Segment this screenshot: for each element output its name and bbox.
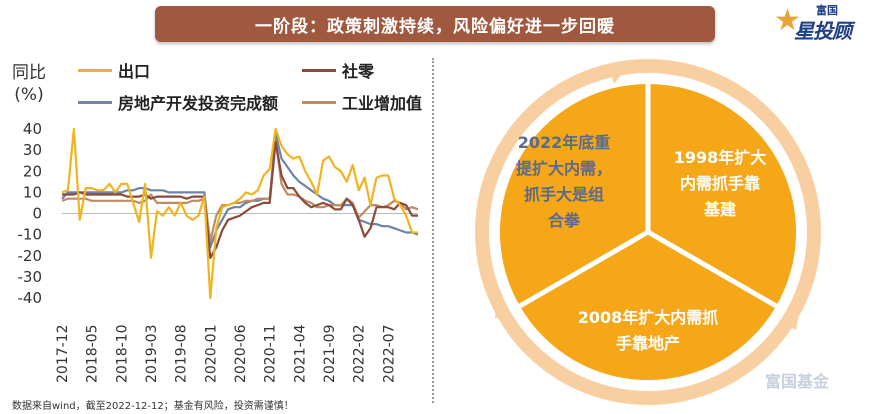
y-axis-label-line: (%) <box>14 85 44 105</box>
segment-line: 抓手大是组 <box>523 185 604 204</box>
x-tick-label: 2022-07 <box>381 325 397 384</box>
x-tick-label: 2021-09 <box>322 325 338 384</box>
y-tick-label: -10 <box>18 226 43 244</box>
x-tick-label: 2018-10 <box>114 325 130 384</box>
y-tick-label: 10 <box>23 183 42 201</box>
segment-label-1998: 1998年扩大 内需抓手靠 基建 <box>660 145 780 223</box>
segment-line: 内需抓手靠 <box>679 174 760 193</box>
segment-label-2022: 2022年底重 提扩大内需， 抓手大是组 合拳 <box>500 130 628 234</box>
cycle-arrow-icon <box>610 66 628 84</box>
segment-line: 2022年底重 <box>517 133 611 152</box>
x-tick-label: 2019-08 <box>174 325 190 384</box>
legend-item-retail: 社零 <box>302 58 374 82</box>
x-tick-label: 2018-05 <box>85 325 101 384</box>
cycle-arrow-icon <box>788 308 800 330</box>
segment-line: 手靠地产 <box>615 334 680 353</box>
series-line-1 <box>62 140 418 259</box>
legend-item-realestate: 房地产开发投资完成额 <box>78 90 278 114</box>
y-tick-label: -20 <box>18 247 43 265</box>
page-title: 一阶段：政策刺激持续，风险偏好进一步回暖 <box>255 16 615 37</box>
legend-label: 房地产开发投资完成额 <box>118 94 279 113</box>
segment-line: 合拳 <box>547 211 580 230</box>
x-tick-label: 2022-02 <box>352 325 368 384</box>
logo-top-text: 富国 <box>816 4 838 17</box>
line-chart: 40 30 20 10 0 -10 -20 -30 -40 2017-12 2018-05 2018-… <box>18 120 419 384</box>
brand-logo: ★ 富国 星投顾 <box>772 2 868 43</box>
segment-line: 基建 <box>703 200 736 219</box>
legend-label: 工业增加值 <box>342 94 423 113</box>
legend-label: 社零 <box>342 62 375 81</box>
x-tick-label: 2020-06 <box>233 324 249 383</box>
segment-line: 1998年扩大 <box>673 148 767 167</box>
segment-line: 提扩大内需， <box>515 159 612 178</box>
y-tick-label: 20 <box>23 162 42 180</box>
legend-label: 出口 <box>118 62 151 81</box>
y-axis-label-line: 同比 <box>12 63 46 83</box>
y-tick-label: 30 <box>23 141 42 159</box>
legend-item-industrial: 工业增加值 <box>302 90 422 114</box>
legend-swatch <box>78 100 112 104</box>
series-line-0 <box>61 127 418 300</box>
x-tick-label: 2019-03 <box>144 325 160 384</box>
x-tick-label: 2021-04 <box>292 324 308 383</box>
source-footnote: 数据来自wind，截至2022-12-12；基金有风险，投资需谨慎！ <box>12 401 294 412</box>
x-tick-label: 2020-11 <box>263 325 279 384</box>
legend-swatch <box>78 68 112 72</box>
cycle-arrow-icon <box>495 300 512 318</box>
logo-main-text: 星投顾 <box>794 19 852 43</box>
y-tick-label: -40 <box>18 289 43 307</box>
y-axis-label: 同比 (%) <box>12 62 46 106</box>
star-icon: ★ <box>774 3 801 38</box>
y-tick-label: 0 <box>32 205 42 223</box>
divider-line <box>432 58 434 403</box>
y-tick-label: 40 <box>23 120 42 138</box>
x-tick-label: 2017-12 <box>55 325 71 384</box>
segment-label-2008: 2008年扩大内需抓 手靠地产 <box>548 305 748 357</box>
legend-swatch <box>302 68 336 72</box>
cycle-ring <box>475 59 821 405</box>
segment-line: 2008年扩大内需抓 <box>577 308 719 327</box>
x-tick-label: 2020-01 <box>203 325 219 384</box>
y-tick-label: -30 <box>18 268 43 286</box>
watermark: 富国基金 <box>765 372 830 391</box>
page-title-banner: 一阶段：政策刺激持续，风险偏好进一步回暖 <box>155 6 715 42</box>
legend-swatch <box>302 100 336 104</box>
legend-item-export: 出口 <box>78 58 150 82</box>
